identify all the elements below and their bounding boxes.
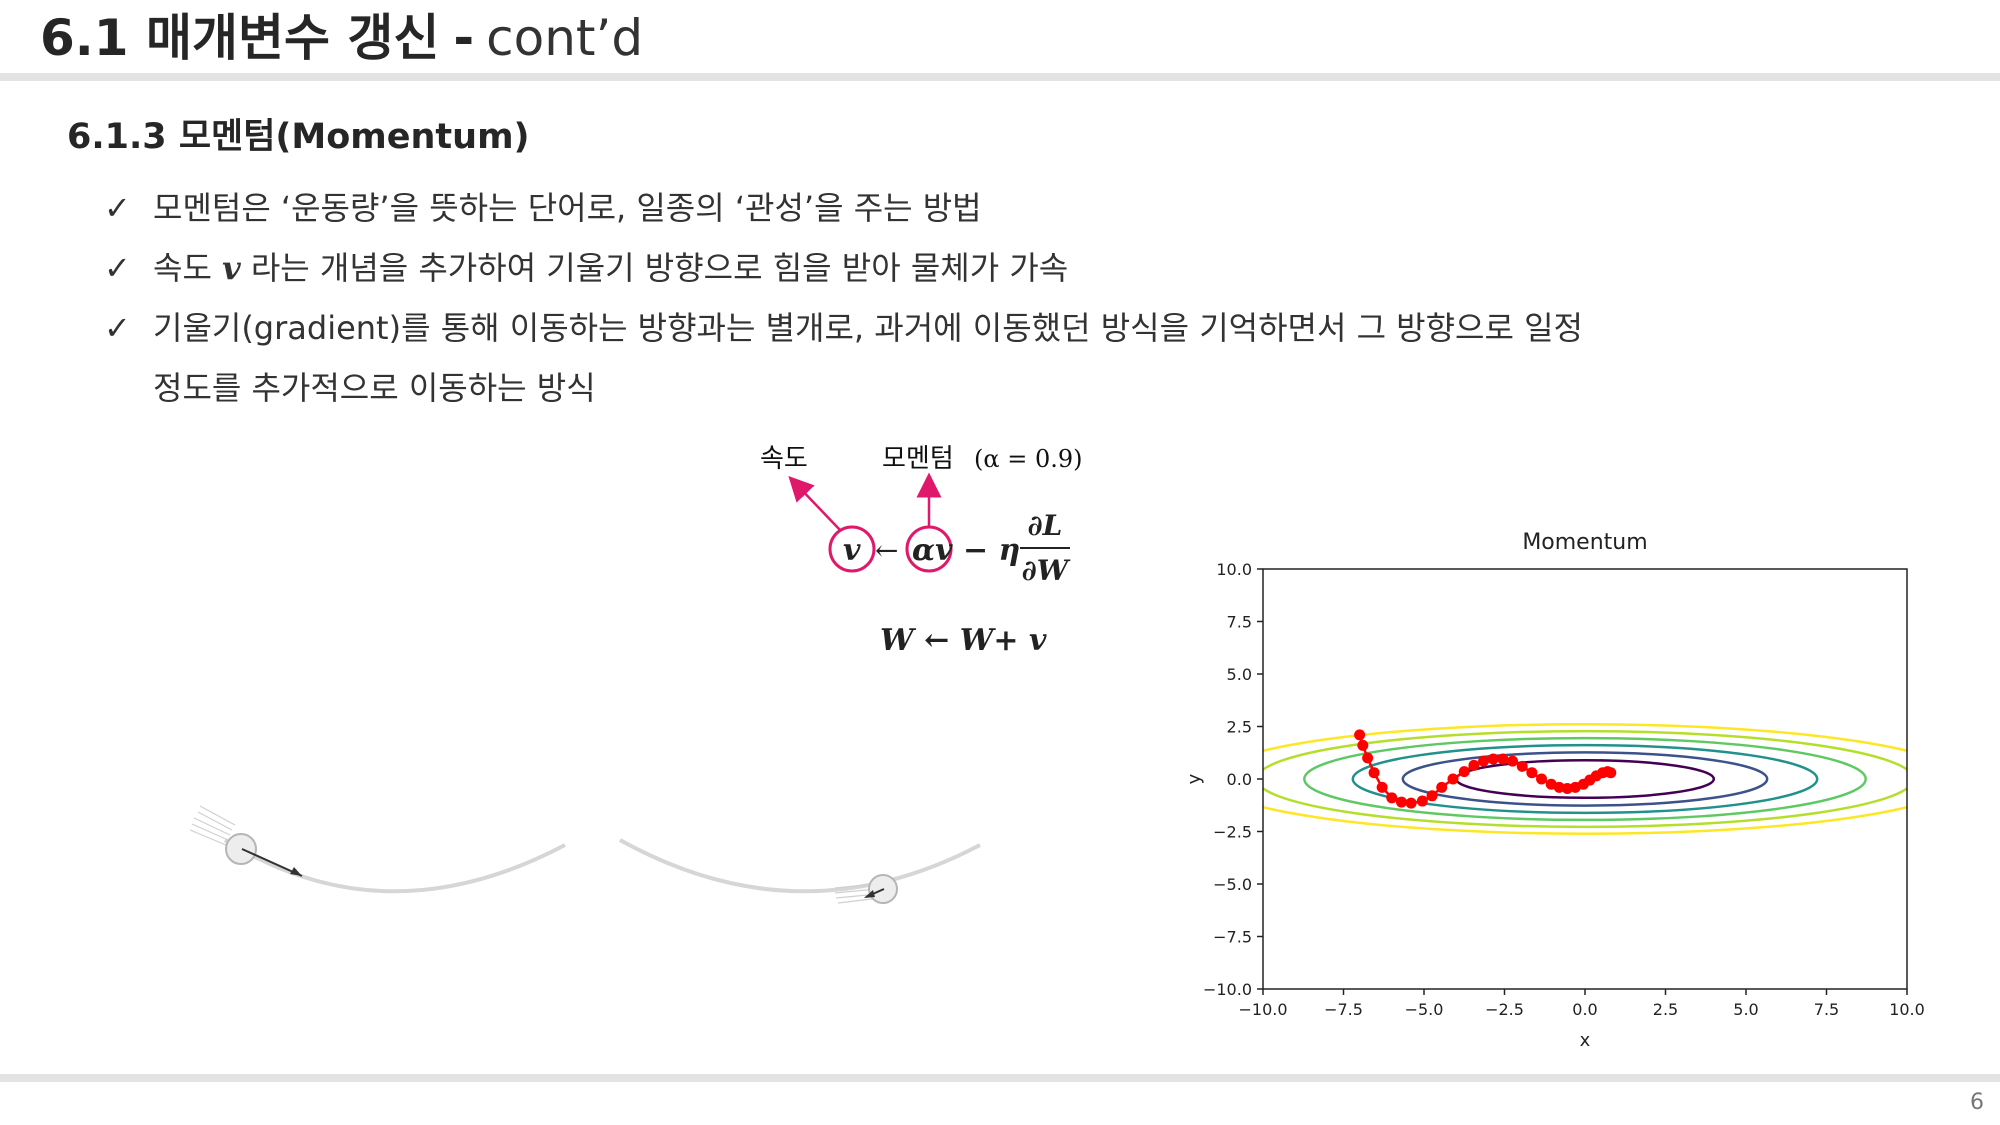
checkmark-icon: ✓	[104, 249, 131, 287]
equation-1-frac-numerator: ∂L	[1028, 509, 1063, 542]
bullet-text-after: 라는 개념을 추가하여 기울기 방향으로 힘을 받아 물체가 가속	[250, 249, 1069, 287]
data-point	[1386, 792, 1398, 804]
data-point	[1405, 797, 1417, 809]
bullet-text-continuation: 정도를 추가적으로 이동하는 방식	[153, 369, 596, 407]
data-point	[1395, 796, 1407, 808]
x-axis-label: x	[1580, 1030, 1591, 1051]
y-tick-label: 10.0	[1216, 560, 1252, 579]
equation-2: W ← W+ v	[880, 623, 1047, 658]
bullet-text: 속도 v 라는 개념을 추가하여 기울기 방향으로 힘을 받아 물체가 가속	[153, 238, 1068, 298]
data-point	[1497, 753, 1509, 765]
y-tick-label: −10.0	[1203, 980, 1252, 999]
bullet-item: ✓ 속도 v 라는 개념을 추가하여 기울기 방향으로 힘을 받아 물체가 가속	[104, 238, 1583, 298]
data-point	[1447, 773, 1459, 785]
data-point	[1553, 781, 1565, 793]
data-point	[1426, 790, 1438, 802]
contour-line	[1263, 729, 1907, 829]
right-curve-group	[619, 838, 981, 904]
y-axis-ticks: 10.0 7.5 5.0 2.5 0.0 −2.5 −5.0 −7.5 −10.0	[1203, 560, 1263, 999]
x-tick-label: −5.0	[1405, 1000, 1444, 1019]
checkmark-icon: ✓	[104, 309, 131, 347]
y-tick-label: 2.5	[1227, 718, 1252, 737]
bullet-text: 모멘텀은 ‘운동량’을 뜻하는 단어로, 일종의 ‘관성’을 주는 방법	[153, 189, 982, 227]
left-ball	[225, 833, 257, 865]
left-curve-group	[189, 805, 566, 894]
data-point	[1561, 782, 1573, 794]
velocity-symbol: v	[222, 249, 241, 287]
momentum-ball-illustration	[189, 805, 981, 904]
x-tick-label: 0.0	[1572, 1000, 1597, 1019]
header-divider	[0, 73, 2000, 81]
contour-group	[1263, 723, 1907, 835]
velocity-pointer-arrow	[788, 475, 841, 531]
data-point	[1468, 759, 1480, 771]
momentum-formula: 속도 모멘텀 (α = 0.9) v ← αv − η ∂L ∂W W ← W+…	[760, 444, 1082, 658]
contour-line	[1263, 723, 1907, 835]
label-alpha: (α = 0.9)	[974, 445, 1082, 473]
data-point	[1436, 781, 1448, 793]
contour-line	[1351, 743, 1819, 815]
data-point	[1354, 729, 1366, 741]
x-tick-label: 5.0	[1733, 1000, 1758, 1019]
y-tick-label: 7.5	[1227, 613, 1252, 632]
data-point	[1357, 739, 1369, 751]
right-arrow-head	[864, 890, 875, 898]
x-tick-label: 10.0	[1889, 1000, 1925, 1019]
slide-title-continued: cont’d	[486, 9, 644, 67]
y-tick-label: −7.5	[1213, 928, 1252, 947]
bullet-list: ✓ 모멘텀은 ‘운동량’을 뜻하는 단어로, 일종의 ‘관성’을 주는 방법 ✓…	[104, 178, 1583, 418]
chart-title: Momentum	[1522, 530, 1647, 555]
velocity-highlight-circle	[828, 525, 876, 573]
data-point	[1487, 753, 1499, 765]
slide-title-separator: -	[453, 9, 475, 67]
slide-title-main: 6.1 매개변수 갱신	[40, 9, 440, 67]
data-point	[1458, 766, 1470, 778]
bullet-item: ✓ 기울기(gradient)를 통해 이동하는 방향과는 별개로, 과거에 이…	[104, 298, 1583, 358]
data-point	[1536, 773, 1548, 785]
bullet-text-before: 속도	[153, 249, 212, 287]
data-point	[1416, 795, 1428, 807]
y-tick-label: 0.0	[1227, 770, 1252, 789]
momentum-highlight-circle	[905, 525, 953, 573]
data-point	[1516, 760, 1528, 772]
y-tick-label: −5.0	[1213, 875, 1252, 894]
left-bowl-curve	[223, 838, 566, 894]
x-tick-label: 2.5	[1653, 1000, 1678, 1019]
slide-title: 6.1 매개변수 갱신 - cont’d	[40, 2, 643, 72]
left-arrow-head	[290, 867, 302, 876]
x-axis-ticks: −10.0 −7.5 −5.0 −2.5 0.0 2.5 5.0 7.5 10.0	[1238, 989, 1925, 1019]
y-axis-label: y	[1184, 773, 1205, 784]
series-group	[1354, 729, 1617, 809]
section-heading: 6.1.3 모멘텀(Momentum)	[67, 117, 530, 157]
contour-line	[1401, 751, 1769, 807]
data-point	[1368, 767, 1380, 779]
x-tick-label: 7.5	[1814, 1000, 1839, 1019]
momentum-chart: Momentum −10.0 −7.5 −5.0 −2.5 0.0 2.5 5.0 7.5 10…	[1184, 530, 1925, 1051]
data-point	[1526, 767, 1538, 779]
bullet-text: 기울기(gradient)를 통해 이동하는 방향과는 별개로, 과거에 이동했…	[153, 309, 1583, 347]
equation-1-rhs: αv − η	[912, 533, 1020, 568]
x-tick-label: −7.5	[1324, 1000, 1363, 1019]
equation-1-frac-denominator: ∂W	[1022, 554, 1071, 587]
x-tick-label: −2.5	[1485, 1000, 1524, 1019]
x-tick-label: −10.0	[1238, 1000, 1287, 1019]
equation-1-arrow: ←	[875, 534, 898, 567]
label-velocity: 속도	[760, 444, 808, 474]
data-point	[1507, 755, 1519, 767]
data-point	[1362, 752, 1374, 764]
equation-1-lhs: v	[843, 533, 861, 568]
left-ball-motion-lines	[189, 805, 236, 846]
data-point	[1478, 755, 1490, 767]
right-bowl-curve	[619, 838, 981, 894]
bullet-item: ✓ 모멘텀은 ‘운동량’을 뜻하는 단어로, 일종의 ‘관성’을 주는 방법	[104, 178, 1583, 238]
contour-line	[1303, 736, 1867, 822]
y-tick-label: 5.0	[1227, 665, 1252, 684]
checkmark-icon: ✓	[104, 189, 131, 227]
page-number: 6	[1970, 1090, 1984, 1115]
y-tick-label: −2.5	[1213, 823, 1252, 842]
label-momentum: 모멘텀	[882, 444, 954, 474]
data-point	[1605, 767, 1617, 779]
footer-divider	[0, 1074, 2000, 1082]
data-point	[1376, 781, 1388, 793]
